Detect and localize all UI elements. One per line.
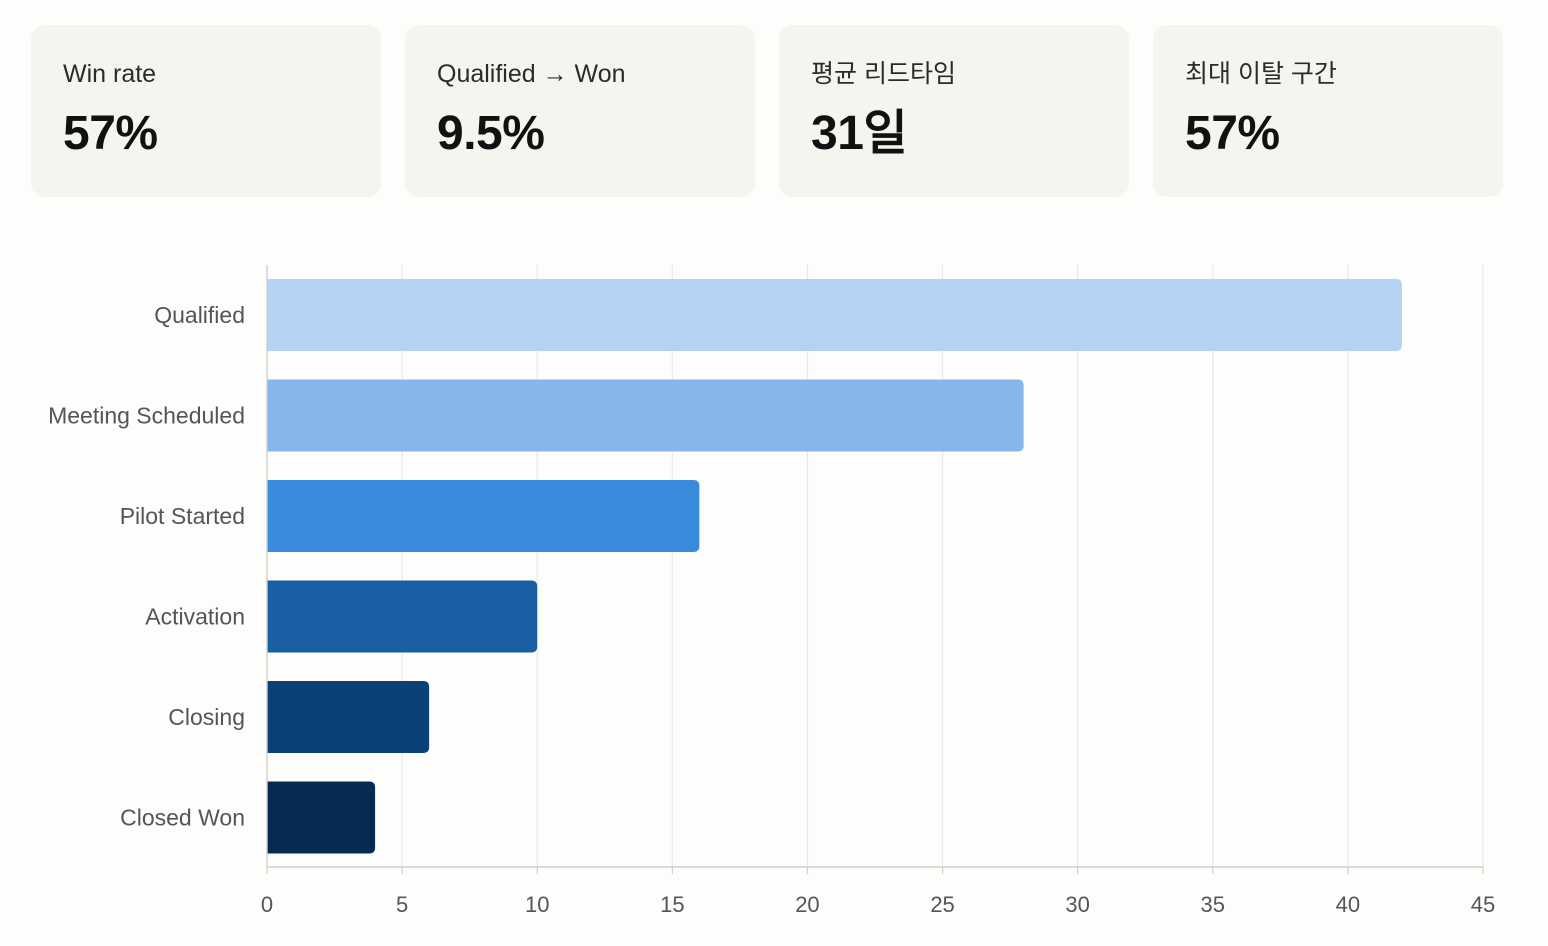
- bar-closing: [267, 681, 430, 753]
- bars: [267, 279, 1402, 854]
- kpi-label: 평균 리드타임: [811, 60, 956, 88]
- kpi-value: 57%: [63, 107, 158, 160]
- x-tick-label: 35: [1201, 892, 1225, 917]
- kpi-row: Win rate 57% Qualified → Won 9.5% 평균 리드타…: [31, 25, 1503, 197]
- x-tick-label: 30: [1065, 892, 1089, 917]
- x-tick-label: 0: [261, 892, 273, 917]
- labels: 0 5 10 15 20 25 30 35 40 45 Qualified Meeting Sched…: [48, 302, 1495, 917]
- x-tick-label: 10: [525, 892, 549, 917]
- category-label: Activation: [145, 604, 245, 630]
- kpi-card-max-dropoff: 최대 이탈 구간 57%: [1153, 25, 1503, 197]
- x-tick-label: 40: [1336, 892, 1360, 917]
- bar-meeting-scheduled: [267, 379, 1024, 452]
- kpi-value: 9.5%: [437, 107, 545, 160]
- x-tick-label: 15: [660, 892, 684, 917]
- category-label: Closed Won: [120, 805, 245, 831]
- axes: [266, 265, 1484, 874]
- funnel-bar-chart: 0 5 10 15 20 25 30 35 40 45 Qualified Meeting Sched…: [48, 265, 1495, 917]
- kpi-value: 57%: [1185, 107, 1280, 160]
- bar-pilot-started: [267, 480, 700, 552]
- grid-lines: [401, 265, 1484, 867]
- x-tick-label: 45: [1471, 892, 1495, 917]
- bar-qualified: [267, 279, 1402, 351]
- category-label: Meeting Scheduled: [48, 403, 245, 429]
- kpi-card-avg-lead-time: 평균 리드타임 31일: [779, 25, 1129, 197]
- kpi-label: Qualified → Won: [437, 60, 626, 88]
- bar-closed-won: [267, 781, 376, 854]
- x-tick-label: 25: [930, 892, 954, 917]
- category-label: Qualified: [154, 302, 245, 328]
- kpi-card-win-rate: Win rate 57%: [31, 25, 381, 197]
- bar-activation: [267, 580, 538, 653]
- kpi-value: 31일: [811, 107, 908, 160]
- category-label: Closing: [168, 704, 245, 730]
- x-tick-label: 20: [795, 892, 819, 917]
- kpi-card-qualified-to-won: Qualified → Won 9.5%: [405, 25, 755, 197]
- kpi-label: Win rate: [63, 60, 157, 88]
- x-tick-label: 5: [396, 892, 408, 917]
- category-label: Pilot Started: [120, 503, 245, 529]
- kpi-label: 최대 이탈 구간: [1185, 60, 1337, 88]
